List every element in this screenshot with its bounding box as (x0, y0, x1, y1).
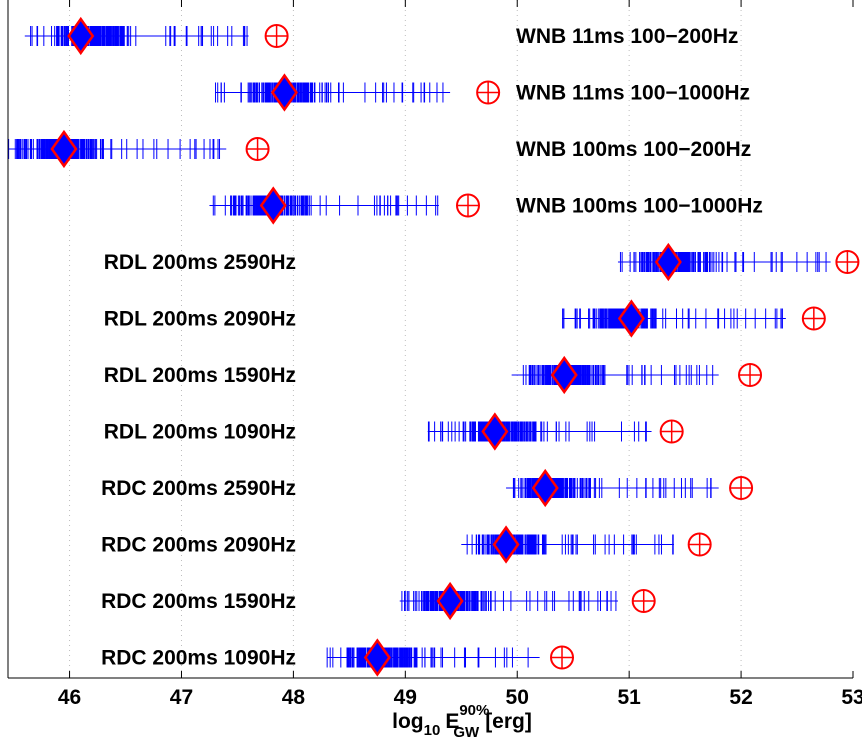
upper-limit-marker (687, 532, 712, 557)
series-samples (8, 139, 227, 159)
median-diamond-marker (436, 581, 464, 621)
series-label: RDC 200ms 2590Hz (101, 477, 296, 500)
median-diamond-marker (363, 638, 391, 677)
x-axis-title: log10 E90% GW [erg] (392, 702, 532, 741)
median-diamond-marker (270, 73, 298, 112)
series-samples (326, 647, 540, 668)
x-tick-label: 46 (58, 686, 81, 709)
x-axis-title-symbol-sub: GW (453, 724, 480, 741)
upper-limit-marker (738, 363, 763, 387)
median-diamond-marker (50, 129, 78, 169)
series-samples (209, 195, 439, 216)
summary-markers (50, 16, 860, 677)
series-label: RDL 200ms 1090Hz (104, 421, 296, 444)
median-diamond-marker (492, 525, 520, 564)
median-diamond-marker (259, 186, 287, 225)
x-tick-label: 48 (282, 686, 306, 709)
median-diamond-marker (617, 299, 645, 338)
upper-limit-marker (550, 645, 575, 670)
median-diamond-marker (67, 16, 95, 56)
x-axis-title-symbol: E (445, 710, 459, 733)
x-tick-label: 50 (506, 686, 529, 709)
upper-limit-marker (835, 250, 860, 274)
series-label: WNB 11ms 100−200Hz (516, 25, 738, 48)
series-samples (427, 421, 652, 442)
series-samples (399, 591, 618, 611)
x-axis-title-unit: [erg] (485, 710, 532, 733)
axes: 46 47 48 49 50 51 52 53 (7, 0, 862, 709)
series-samples (562, 308, 786, 329)
x-tick-label: 51 (617, 686, 641, 709)
series-label: RDL 200ms 1590Hz (104, 364, 296, 387)
series-samples (24, 26, 249, 46)
row-labels: WNB 11ms 100−200Hz WNB 11ms 100−1000Hz WNB… (101, 25, 763, 670)
series-label: WNB 100ms 100−1000Hz (516, 195, 763, 218)
x-tick-label: 53 (841, 686, 862, 709)
series-label: WNB 100ms 100−200Hz (516, 138, 751, 161)
x-tick-label: 47 (170, 686, 193, 709)
series-samples (511, 365, 719, 385)
upper-limit-marker (245, 137, 270, 161)
series-label: WNB 11ms 100−1000Hz (516, 82, 750, 105)
x-tick-label: 52 (729, 686, 752, 709)
upper-limit-marker (455, 193, 480, 218)
median-diamond-marker (654, 242, 682, 282)
median-diamond-marker (481, 412, 509, 451)
series-samples (215, 82, 451, 103)
sample-ticks (8, 26, 831, 668)
upper-limit-marker (729, 476, 754, 500)
series-label: RDC 200ms 2090Hz (101, 534, 296, 557)
x-axis-title-base-sub: 10 (424, 722, 441, 739)
upper-limit-marker (631, 589, 656, 613)
x-tick-label: 49 (394, 686, 417, 709)
upper-limit-marker (264, 24, 289, 48)
series-label: RDC 200ms 1090Hz (101, 647, 296, 670)
upper-limit-marker (476, 80, 501, 105)
series-samples (617, 252, 831, 272)
median-diamond-marker (531, 468, 559, 508)
series-label: RDL 200ms 2090Hz (104, 308, 296, 331)
series-label: RDL 200ms 2590Hz (104, 251, 296, 274)
x-axis-title-symbol-sup: 90% (459, 702, 489, 719)
x-axis-title-base: log (392, 710, 424, 733)
upper-limit-marker (659, 419, 684, 444)
upper-limit-marker (801, 306, 826, 331)
median-diamond-marker (550, 355, 578, 395)
series-label: RDC 200ms 1590Hz (101, 590, 296, 613)
gridlines (69, 0, 742, 678)
